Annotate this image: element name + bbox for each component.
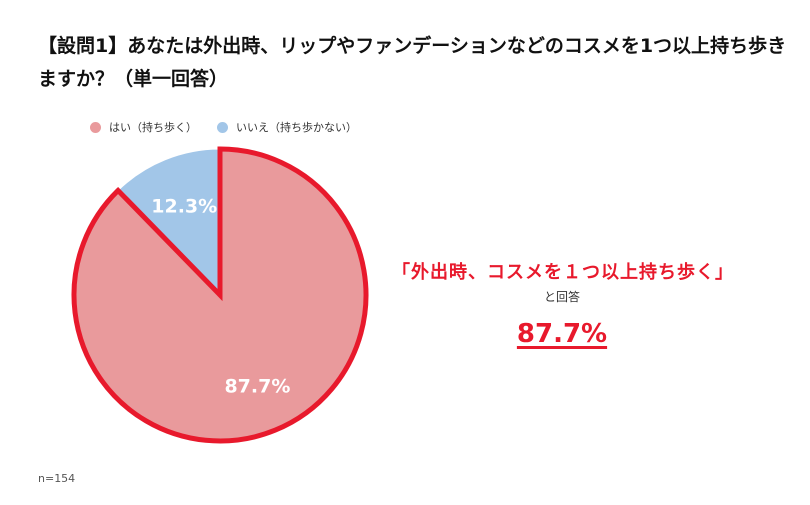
pie-slice-no — [117, 148, 221, 297]
callout-quote: 「外出時、コスメを１つ以上持ち歩く」 — [392, 262, 734, 283]
pie-slices — [71, 146, 369, 444]
callout-percentage: 87.7% — [516, 319, 608, 349]
legend-swatch-yes — [90, 121, 101, 133]
pie-value-labels: 87.7% 12.3% — [151, 196, 290, 398]
pie-slice-yes — [71, 146, 369, 444]
result-callout: 「外出時、コスメを１つ以上持ち歩く」 と回答 87.7% — [392, 258, 734, 349]
chart-legend: はい（持ち歩く） いいえ（持ち歩かない） — [90, 119, 377, 135]
legend-item-yes: はい（持ち歩く） — [90, 119, 197, 135]
question-title: 【設問1】あなたは外出時、リップやファンデーションなどのコスメを1つ以上持ち歩き… — [38, 35, 787, 90]
pie-label-yes: 87.7% — [224, 375, 290, 397]
legend-item-no: いいえ（持ち歩かない） — [217, 119, 357, 135]
legend-label-yes: はい（持ち歩く） — [109, 121, 197, 134]
sample-size: n=154 — [38, 472, 76, 485]
callout-subtext: と回答 — [543, 290, 580, 304]
legend-swatch-no — [217, 121, 228, 133]
legend-label-no: いいえ（持ち歩かない） — [236, 121, 357, 134]
pie-label-no: 12.3% — [151, 196, 217, 218]
